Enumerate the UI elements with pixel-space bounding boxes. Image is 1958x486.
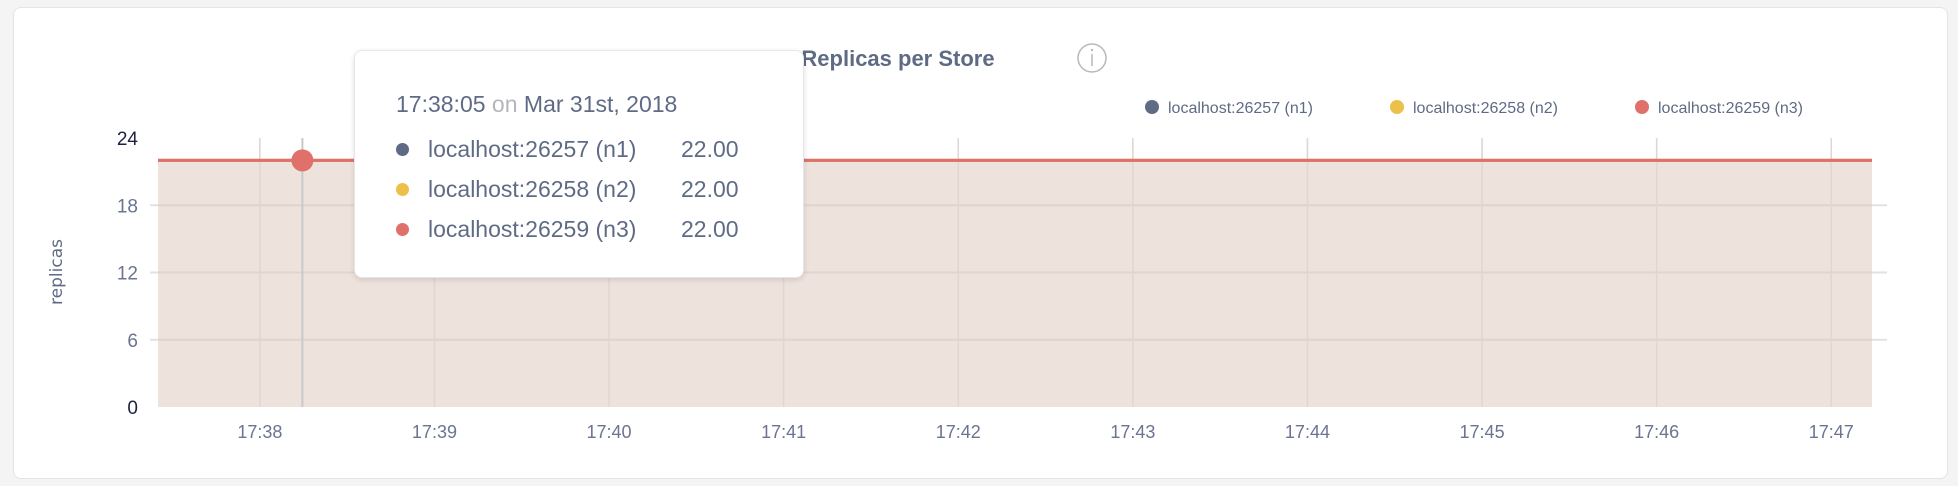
x-tick-label: 17:43	[1110, 422, 1155, 442]
tooltip-header: 17:38:05 on Mar 31st, 2018	[396, 91, 677, 118]
tooltip: 17:38:05 on Mar 31st, 2018 localhost:262…	[354, 50, 804, 278]
y-axis-label: replicas	[47, 239, 67, 305]
y-tick-label: 0	[127, 398, 138, 419]
legend-label: localhost:26257 (n1)	[1168, 100, 1313, 117]
tooltip-on: on	[491, 91, 518, 117]
chart-title: Replicas per Store	[801, 46, 994, 71]
y-tick-label: 24	[117, 129, 139, 150]
tooltip-date: Mar 31st, 2018	[523, 91, 678, 117]
x-tick-label: 17:47	[1809, 422, 1854, 442]
tooltip-row-label: localhost:26258 (n2)	[428, 176, 637, 202]
tooltip-row-label: localhost:26259 (n3)	[428, 216, 637, 242]
tooltip-row-value: 22.00	[681, 216, 739, 242]
x-tick-label: 17:46	[1634, 422, 1679, 442]
legend-dot-icon	[1145, 100, 1159, 114]
x-tick-label: 17:40	[587, 422, 632, 442]
tooltip-row-value: 22.00	[681, 136, 739, 162]
info-icon[interactable]	[1077, 43, 1107, 73]
legend-label: localhost:26258 (n2)	[1413, 100, 1558, 117]
legend-dot-icon	[1390, 100, 1404, 114]
legend-dot-icon	[1635, 100, 1649, 114]
series-dot-icon	[396, 183, 409, 196]
x-tick-label: 17:45	[1460, 422, 1505, 442]
series-dot-icon	[396, 143, 409, 156]
tooltip-row-value: 22.00	[681, 176, 739, 202]
y-tick-label: 6	[127, 331, 138, 352]
x-tick-label: 17:39	[412, 422, 457, 442]
hover-point	[291, 149, 314, 172]
y-tick-label: 12	[117, 264, 138, 285]
x-tick-label: 17:44	[1285, 422, 1330, 442]
tooltip-row-label: localhost:26257 (n1)	[428, 136, 637, 162]
x-tick-label: 17:38	[237, 422, 282, 442]
tooltip-time: 17:38:05	[396, 91, 486, 117]
x-tick-label: 17:41	[761, 422, 806, 442]
legend-label: localhost:26259 (n3)	[1658, 100, 1803, 117]
x-tick-label: 17:42	[936, 422, 981, 442]
series-dot-icon	[396, 223, 409, 236]
y-tick-label: 18	[117, 196, 138, 217]
